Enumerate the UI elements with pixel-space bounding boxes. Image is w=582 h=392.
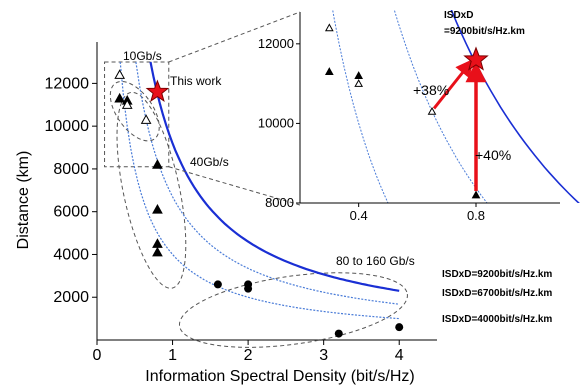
inset-point-triangle-filled bbox=[324, 67, 334, 75]
data-point-triangle-open bbox=[121, 99, 133, 109]
x-tick-label: 0 bbox=[93, 347, 102, 364]
data-point-triangle-open bbox=[114, 69, 126, 79]
y-axis-title: Distance (km) bbox=[15, 151, 32, 250]
inset-point-triangle-open bbox=[324, 23, 334, 32]
inset-clipped bbox=[324, 10, 580, 203]
group-label-40g: 40Gb/s bbox=[190, 155, 229, 169]
inset-x-tick-label: 0.4 bbox=[350, 208, 368, 223]
group-label-10g: 10Gb/s bbox=[123, 49, 162, 63]
y-tick-label: 6000 bbox=[53, 204, 89, 221]
group-ellipse-40g bbox=[116, 91, 187, 289]
data-point-triangle-filled bbox=[152, 246, 163, 257]
this-work-label: This work bbox=[170, 74, 222, 88]
x-axis-title: Information Spectral Density (bit/s/Hz) bbox=[145, 368, 414, 385]
y-tick-label: 12000 bbox=[45, 75, 90, 92]
data-point-circle bbox=[213, 280, 222, 289]
x-tick-label: 3 bbox=[319, 347, 328, 364]
group-label-80-160g: 80 to 160 Gb/s bbox=[336, 254, 415, 268]
main-labels: 10Gb/s 40Gb/s 80 to 160 Gb/s This work ISDxD… bbox=[123, 11, 552, 325]
inset-point-triangle-filled bbox=[471, 190, 481, 199]
inset-gain-isd-label: +40% bbox=[475, 147, 511, 163]
x-tick-label: 1 bbox=[168, 347, 177, 364]
inset-background bbox=[300, 12, 520, 203]
inset-point-triangle-open bbox=[354, 79, 364, 87]
inset-gain-distance-label: +38% bbox=[413, 82, 449, 98]
y-tick-label: 4000 bbox=[53, 246, 89, 263]
inset-y-tick-label: 12000 bbox=[258, 36, 294, 51]
curve-isd-6700 bbox=[135, 61, 400, 305]
data-point-circle bbox=[244, 284, 253, 293]
inset-x-tick-label: 0.8 bbox=[467, 208, 485, 223]
inset-this-work-star bbox=[463, 46, 489, 71]
data-point-triangle-filled bbox=[114, 92, 126, 103]
inset-point-triangle-filled bbox=[354, 71, 364, 79]
data-point-circle bbox=[395, 323, 404, 332]
zoom-connector-top bbox=[168, 11, 301, 63]
zoom-region-box bbox=[104, 61, 170, 168]
curve-label-isd-4000: ISDxD=4000bit/s/Hz.km bbox=[442, 314, 552, 325]
inset-frame-group bbox=[300, 12, 520, 203]
y-tick-label: 8000 bbox=[53, 161, 89, 178]
curve-label-isd-9200: ISDxD=9200bit/s/Hz.km bbox=[442, 269, 552, 280]
inset-y-tick-label: 10000 bbox=[258, 115, 294, 130]
group-ellipse-10g bbox=[109, 80, 160, 142]
inset-point-triangle-open bbox=[427, 106, 437, 115]
data-point-triangle-filled bbox=[152, 204, 163, 214]
main-curves bbox=[119, 61, 400, 320]
inset-curve-isd-6700 bbox=[393, 10, 488, 203]
main-points bbox=[114, 69, 404, 338]
main-axes: 0 1 2 3 4 2000 4000 6000 8000 10000 12000 Informati… bbox=[15, 42, 437, 385]
curve-isd-9200 bbox=[149, 61, 400, 292]
data-point-circle bbox=[334, 329, 343, 338]
inset-curve-label-bottom: =9200bit/s/Hz.km bbox=[444, 26, 525, 37]
data-point-triangle-filled bbox=[152, 159, 163, 169]
group-ellipse-80-160g bbox=[178, 272, 408, 348]
curve-isd-4000 bbox=[119, 61, 400, 320]
x-tick-label: 4 bbox=[395, 347, 404, 364]
arrow-distance-gain bbox=[432, 58, 474, 110]
data-point-this-work-star bbox=[145, 79, 170, 102]
zoom-connector-bottom bbox=[168, 166, 301, 206]
inset-curve-label-top: ISDxD bbox=[444, 10, 473, 21]
y-tick-label: 2000 bbox=[53, 289, 89, 306]
data-point-triangle-filled bbox=[152, 238, 163, 248]
data-point-triangle-open bbox=[140, 114, 152, 124]
inset-y-tick-label: 8000 bbox=[265, 195, 294, 210]
y-tick-label: 10000 bbox=[45, 118, 90, 135]
curve-label-isd-6700: ISDxD=6700bit/s/Hz.km bbox=[442, 288, 552, 299]
inset-curve-isd-4000 bbox=[332, 10, 389, 203]
x-tick-label: 2 bbox=[244, 347, 253, 364]
group-ellipses bbox=[104, 61, 408, 348]
inset-curve-isd-9200 bbox=[450, 10, 580, 203]
inset-labels: +38% +40% ISDxD =9200bit/s/Hz.km bbox=[413, 10, 525, 163]
inset-plot: 0.4 0.8 8000 10000 12000 bbox=[258, 10, 580, 223]
